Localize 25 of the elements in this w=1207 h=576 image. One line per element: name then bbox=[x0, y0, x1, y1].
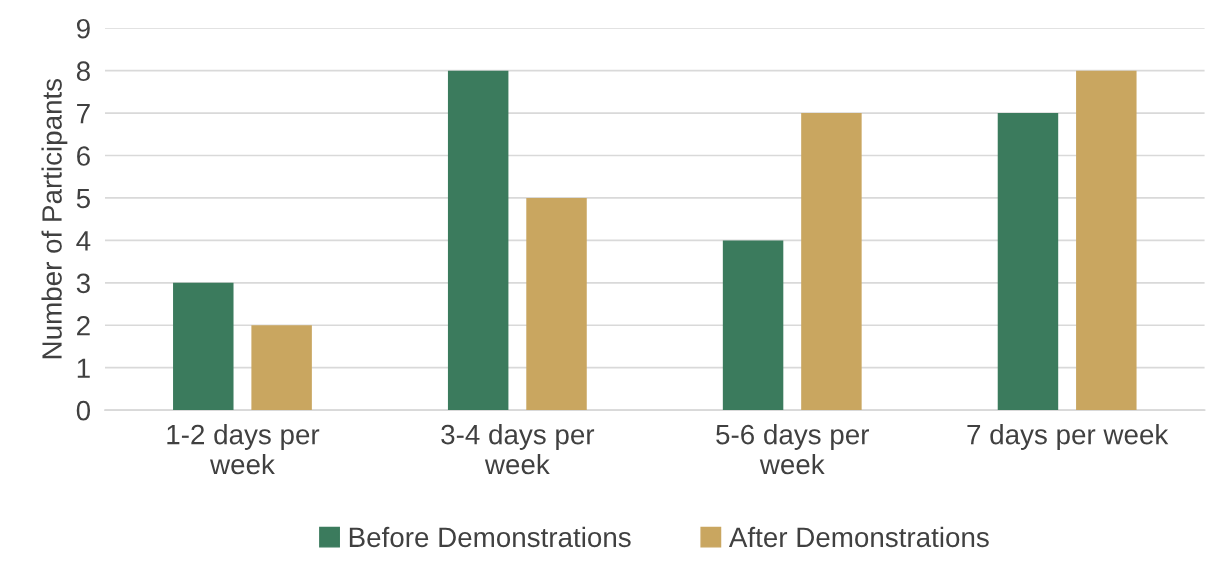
bar bbox=[997, 113, 1059, 411]
y-tick-label: 9 bbox=[76, 18, 90, 39]
y-tick-label: 0 bbox=[76, 400, 91, 421]
bar bbox=[801, 113, 862, 411]
x-tick-label: 7 days per week bbox=[967, 424, 1169, 450]
bar bbox=[1076, 70, 1137, 411]
y-tick-label: 3 bbox=[76, 273, 90, 294]
x-tick-label: 1-2 days per week bbox=[167, 424, 320, 475]
bar bbox=[526, 197, 587, 411]
bar bbox=[251, 325, 312, 411]
y-axis-title: Number of Participants bbox=[41, 78, 68, 359]
legend-label: After Demonstrations bbox=[728, 526, 989, 548]
y-tick-label: 5 bbox=[76, 188, 90, 209]
bar bbox=[447, 70, 509, 411]
x-tick-label: 5-6 days per week bbox=[716, 424, 869, 475]
y-tick-label: 8 bbox=[76, 61, 90, 81]
bar bbox=[722, 240, 784, 411]
y-tick-label: 6 bbox=[77, 146, 90, 166]
legend-label: Before Demonstrations bbox=[349, 526, 631, 548]
bar bbox=[173, 282, 234, 411]
y-tick-label: 4 bbox=[76, 231, 91, 251]
y-tick-label: 1 bbox=[77, 358, 90, 378]
y-tick-label: 7 bbox=[77, 104, 90, 124]
x-tick-label: 3-4 days per week bbox=[441, 424, 595, 475]
y-tick-label: 2 bbox=[77, 315, 90, 336]
